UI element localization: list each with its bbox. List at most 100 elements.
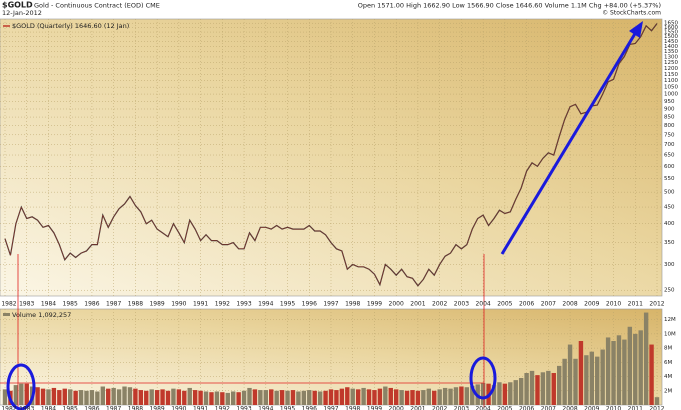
marks [0,19,662,405]
y-tick-label: 6M [664,360,672,366]
volume-bar [214,391,220,405]
x-tick-label: 2010 [606,301,621,308]
volume-bar [334,390,339,405]
volume-bar [290,390,296,405]
volume-bar [154,390,160,405]
volume-bar [480,382,486,405]
y-tick-label: 1000 [664,92,678,98]
x-tick-label: 1995 [280,406,295,410]
volume-bar [464,387,470,405]
volume-bar [448,388,453,405]
volume-bar [388,387,393,405]
x-tick-label: 1998 [345,406,360,410]
x-tick-label: 2009 [584,406,599,410]
volume-bar [198,390,203,405]
x-tick-label: 1993 [236,406,251,410]
x-tick-label: 1999 [367,406,382,410]
x-tick-label: 1997 [323,301,338,308]
y-tick-label: 10M [664,331,676,337]
volume-bar [633,333,638,405]
volume-bar [35,387,40,405]
volume-bar [339,388,345,405]
volume-bar [78,390,84,405]
volume-bar [595,356,600,405]
y-tick-label: 1250 [664,60,678,66]
quote: Open 1571.00 High 1662.90 Low 1566.90 Cl… [358,2,661,10]
y-tick-label: 450 [664,205,675,211]
y-tick-label: 650 [664,153,675,159]
volume-bar [182,390,187,405]
volume-bar [106,388,111,405]
volume-bar [410,390,415,405]
x-tick-label: 1984 [41,301,56,308]
volume-bar [13,385,19,405]
volume-bar [567,344,573,405]
x-tick-label: 2011 [628,301,643,308]
volume-bar [149,389,154,405]
volume-bar [578,341,584,405]
volume-bar [160,389,165,405]
volume-bar [269,389,274,405]
volume-bar [470,385,475,405]
y-tick-label: 1500 [664,34,678,40]
volume-bar [562,358,567,405]
x-tick-label: 1986 [84,301,99,308]
volume-bar [328,389,334,405]
volume-bar [317,391,323,405]
volume-bar [133,388,138,405]
volume-bar [394,389,399,405]
y-tick-label: 1350 [664,49,678,55]
volume-bar [95,391,100,405]
legend-label: $GOLD (Quarterly) 1646.60 (12 Jan) [12,22,129,30]
volume-bar [524,373,529,405]
x-tick-label: 1990 [171,406,186,410]
x-tick-label: 2002 [432,301,447,308]
legend-label: Volume 1,092,257 [12,311,71,319]
subtitle: Gold - Continuous Contract (EOD) CME [34,2,160,10]
x-tick-label: 1989 [149,301,164,308]
volume-bar [605,337,611,405]
volume-bar [616,335,622,405]
x-tick-label: 1987 [106,406,121,410]
x-tick-label: 1996 [302,301,317,308]
volume-bar [589,351,594,405]
annotation-circle [469,356,497,400]
volume-bar [513,380,518,405]
volume-bar [176,389,182,405]
y-tick-label: 750 [664,132,675,138]
volume-bar [421,390,426,405]
volume-bar [296,391,301,405]
x-tick-label: 2007 [541,301,556,308]
volume-bar [84,390,89,405]
y-tick-label: 12M [664,317,676,323]
volume-bar [502,383,508,405]
x-tick-label: 1982 [1,301,16,308]
volume-bar [611,341,616,405]
volume-bar [231,391,236,405]
x-tick-label: 2005 [497,406,512,410]
volume-bar [312,390,317,405]
volume-bar [89,390,95,405]
y-tick-label: 1100 [664,78,678,84]
volume-bar [220,392,225,405]
volume-bar [225,392,230,405]
volume-bar [654,397,660,405]
y-tick-label: 1050 [664,85,678,91]
volume-bar [285,390,290,405]
volume-bar [236,392,241,405]
volume-bar [383,386,388,405]
volume-bar [203,391,209,405]
volume-bar [643,312,649,405]
volume-bar [144,390,149,405]
x-tick-label: 2007 [541,406,556,410]
x-tick-label: 1992 [215,301,230,308]
x-tick-label: 2005 [497,301,512,308]
y-tick-label: 800 [664,123,675,129]
y-tick-label: 950 [664,99,675,105]
volume-bar [649,344,654,405]
x-tick-label: 2000 [389,301,404,308]
volume-bar [345,387,350,405]
volume-bar [600,349,605,405]
volume-bar [638,330,643,405]
x-tick-label: 2002 [432,406,447,410]
